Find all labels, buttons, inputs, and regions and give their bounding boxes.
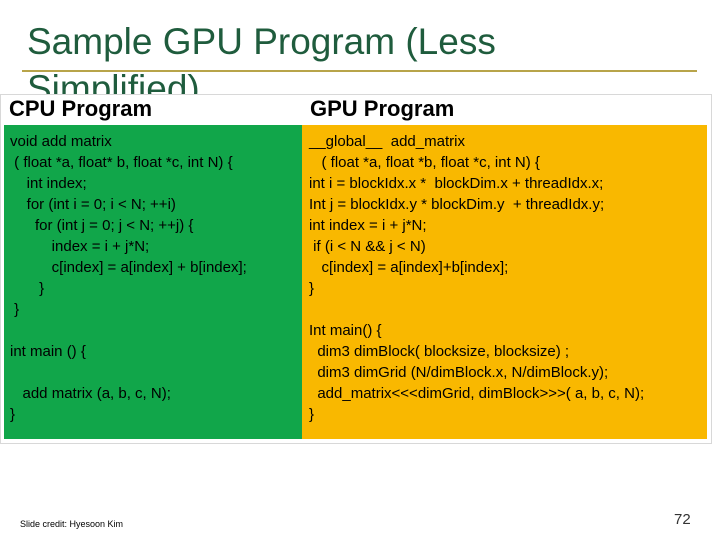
page-number: 72 — [674, 511, 691, 528]
code-comparison-panel: CPU Program GPU Program void add matrix … — [0, 94, 712, 444]
cpu-program-heading: CPU Program — [9, 96, 153, 121]
cpu-code-block: void add matrix ( float *a, float* b, fl… — [4, 125, 302, 439]
title-divider — [22, 70, 697, 72]
slide-credit: Slide credit: Hyesoon Kim — [20, 519, 124, 529]
slide-title: Sample GPU Program (Less Simplified) — [27, 21, 496, 109]
gpu-code-block: __global__ add_matrix ( float *a, float … — [302, 125, 707, 439]
cpu-code-text: void add matrix ( float *a, float* b, fl… — [10, 133, 247, 423]
gpu-code-text: __global__ add_matrix ( float *a, float … — [309, 133, 645, 423]
gpu-program-heading: GPU Program — [310, 96, 455, 121]
